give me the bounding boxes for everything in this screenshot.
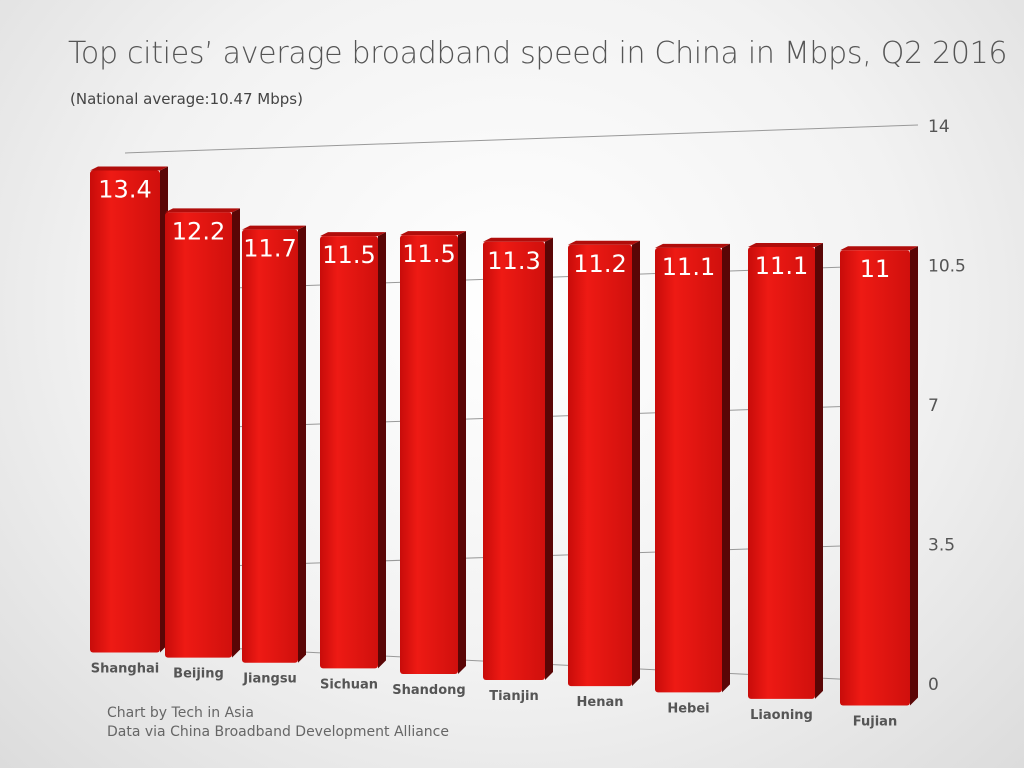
bar (655, 247, 722, 693)
bar-side (815, 242, 823, 699)
bar-side (232, 208, 240, 658)
bar-side (298, 225, 306, 663)
bar-top (90, 166, 168, 171)
bar-top (165, 208, 240, 213)
data-label: 13.4 (98, 176, 151, 204)
data-label: 11 (860, 255, 891, 283)
x-tick-label: Henan (577, 695, 624, 710)
x-tick-label: Shandong (392, 683, 465, 698)
bar (320, 236, 378, 669)
data-label: 12.2 (172, 217, 225, 245)
x-tick-label: Liaoning (750, 708, 813, 723)
bar-side (545, 237, 553, 680)
y-tick-label: 10.5 (928, 257, 966, 277)
data-label: 11.2 (573, 250, 626, 278)
credit-chart-by: Chart by Tech in Asia (107, 705, 254, 721)
x-tick-label: Sichuan (320, 677, 378, 692)
bar-top (840, 246, 918, 251)
bar-side (378, 232, 386, 669)
data-label: 11.1 (662, 253, 715, 281)
y-tick-label: 14 (928, 117, 950, 137)
credit-data-source: Data via China Broadband Development All… (107, 724, 449, 740)
bar-top (655, 243, 730, 248)
bar (165, 212, 232, 658)
bar-top (748, 242, 823, 247)
bar (840, 250, 910, 706)
data-label: 11.5 (402, 240, 455, 268)
bar-side (722, 243, 730, 693)
bar (483, 241, 545, 680)
bar-top (568, 240, 640, 245)
x-tick-label: Beijing (173, 667, 224, 682)
y-tick-label: 7 (928, 396, 939, 416)
chart-subtitle: (National average:10.47 Mbps) (70, 90, 303, 108)
x-tick-label: Hebei (667, 701, 709, 716)
x-tick-label: Fujian (853, 715, 897, 730)
y-tick-label: 3.5 (928, 536, 955, 556)
chart-title: Top cities’ average broadband speed in C… (68, 36, 1008, 71)
data-label: 11.1 (755, 252, 808, 280)
data-label: 11.5 (322, 241, 375, 269)
bar-side (632, 240, 640, 687)
bar-top (320, 232, 386, 237)
bar-top (483, 237, 553, 242)
x-tick-label: Tianjin (489, 689, 539, 704)
x-tick-label: Jiangsu (242, 672, 297, 687)
data-label: 11.3 (487, 247, 540, 275)
bar (242, 229, 298, 663)
bar-side (910, 246, 918, 706)
data-label: 11.7 (243, 235, 296, 263)
bar (568, 244, 632, 687)
bar-side (458, 231, 466, 674)
gridline (124, 124, 919, 154)
bar-top (242, 225, 306, 230)
bar-top (400, 231, 466, 236)
bar (748, 246, 815, 699)
credits: Chart by Tech in Asia Data via China Bro… (107, 704, 449, 742)
bar (90, 170, 160, 653)
bar (400, 235, 458, 674)
x-tick-label: Shanghai (91, 661, 159, 676)
y-tick-label: 0 (928, 675, 939, 695)
